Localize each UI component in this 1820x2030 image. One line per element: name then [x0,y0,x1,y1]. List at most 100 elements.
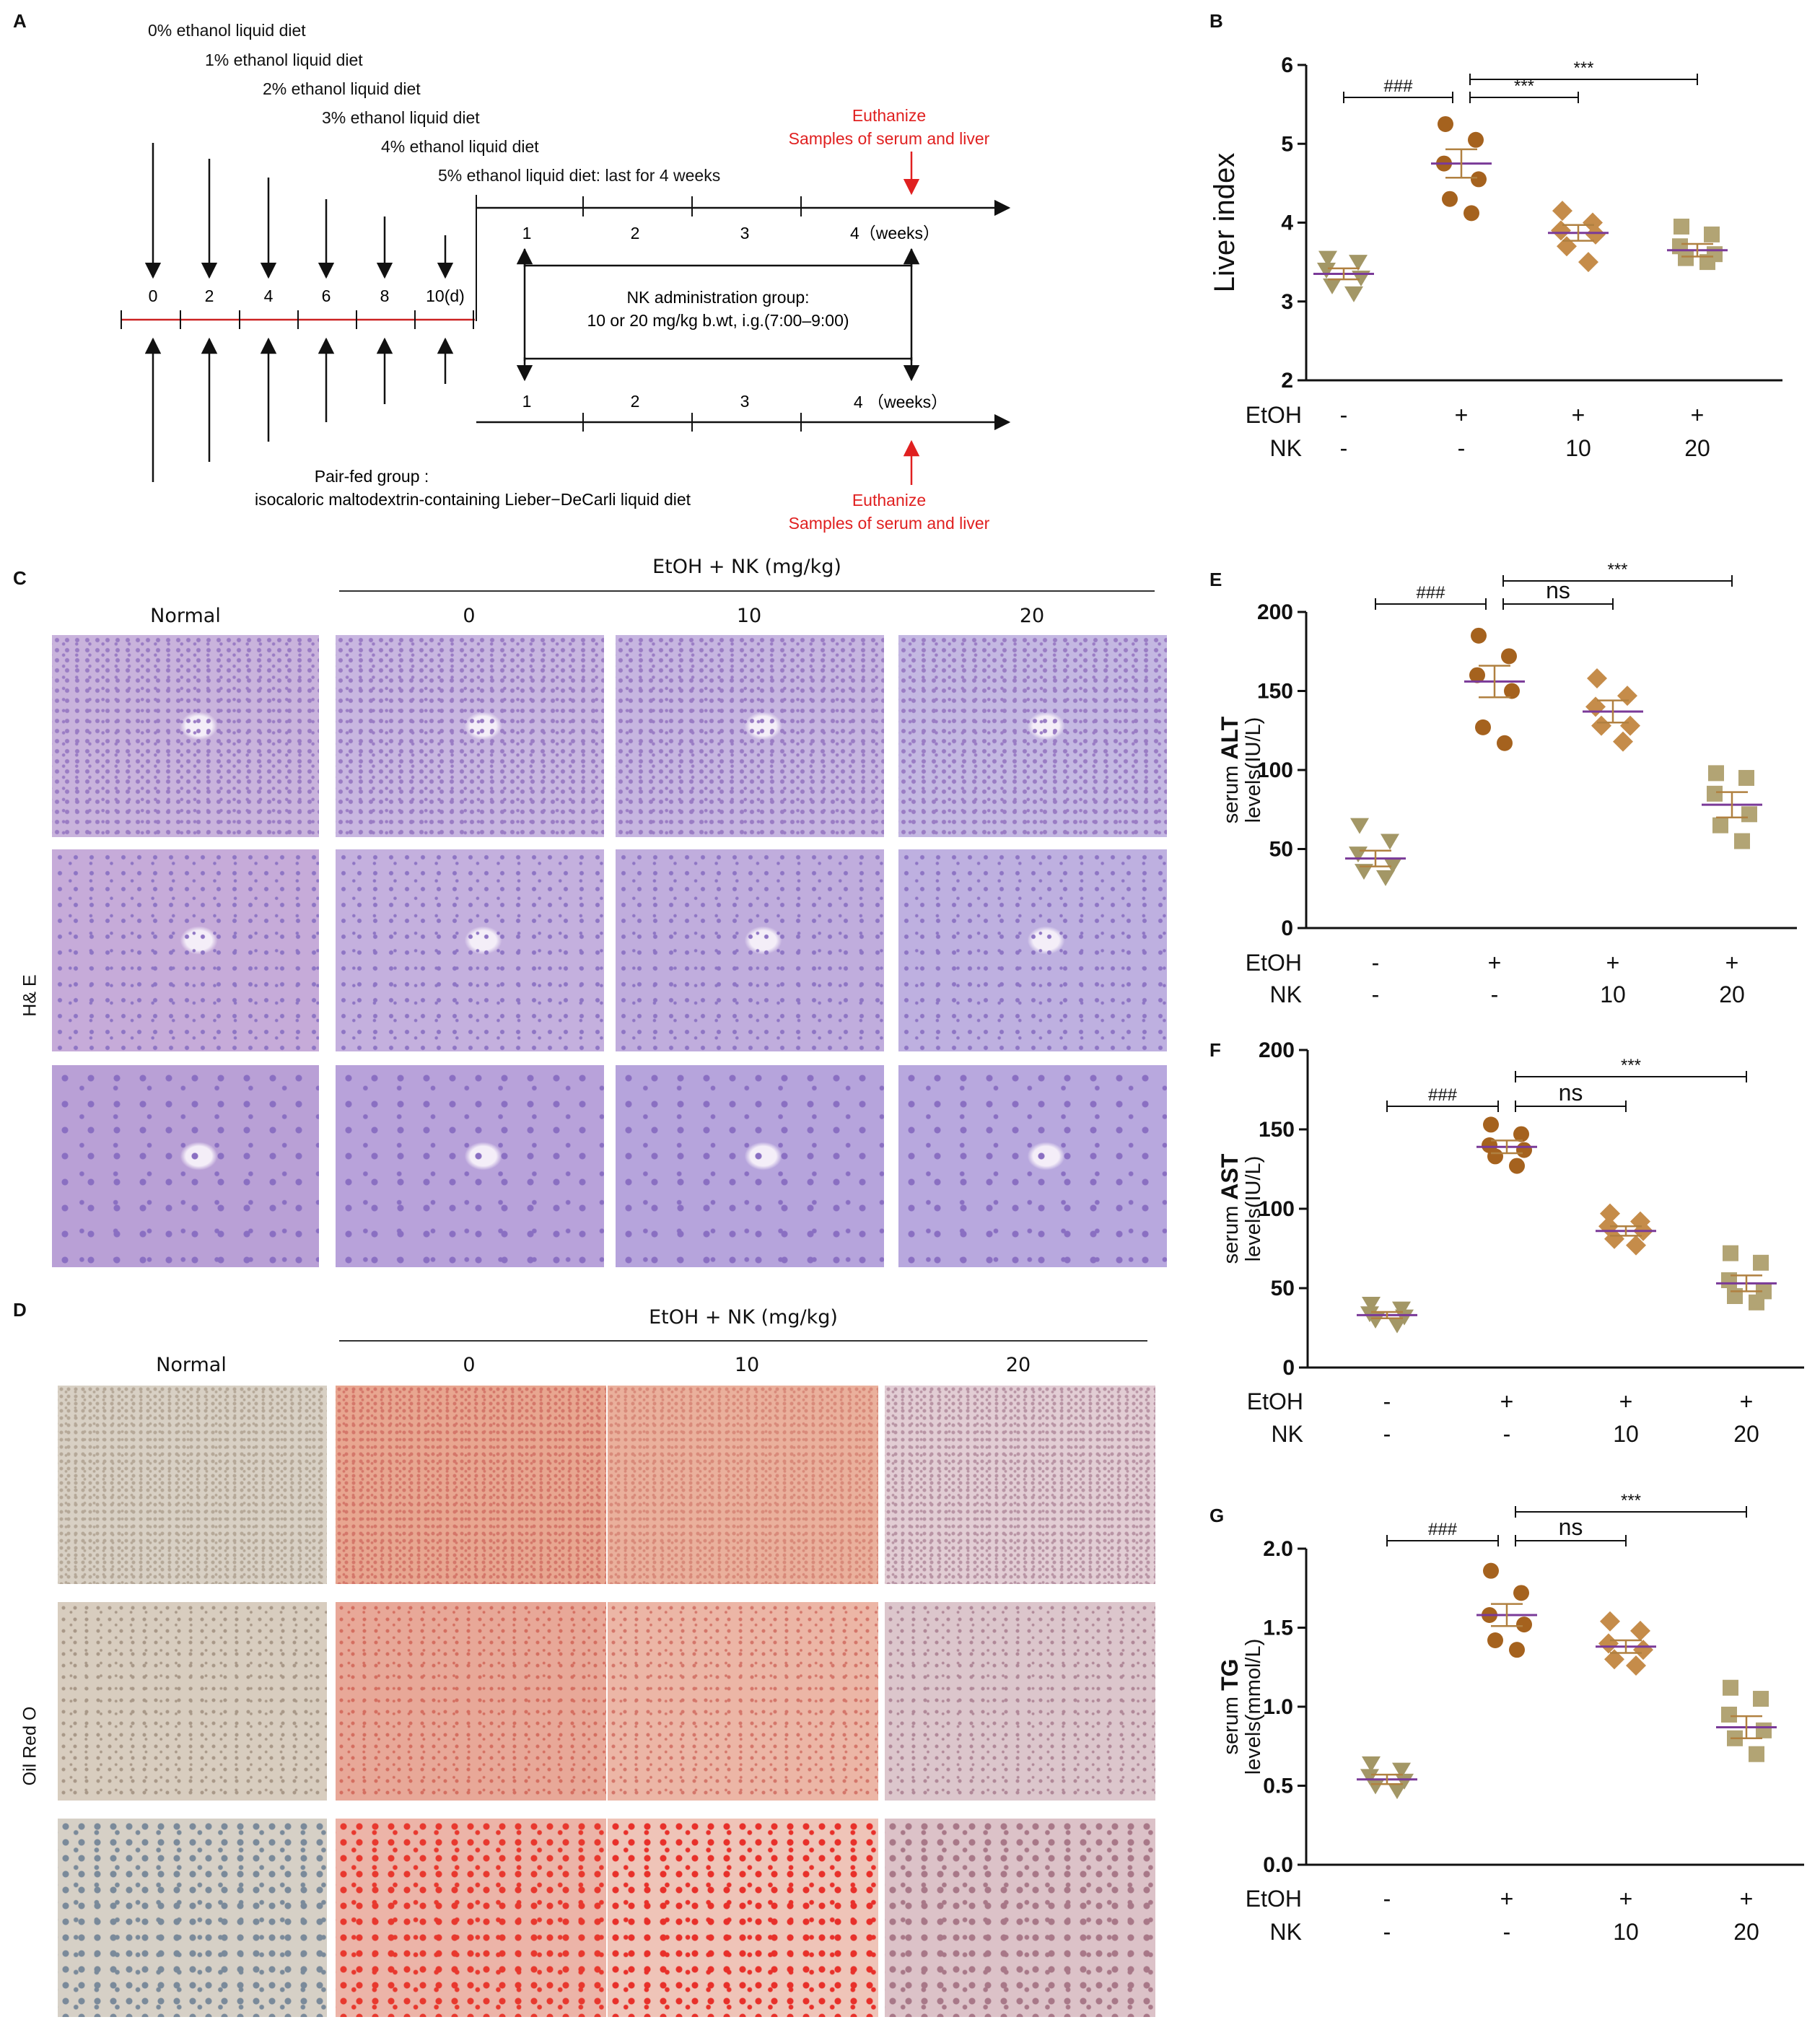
chart-f-point-nk20 [1749,1294,1764,1311]
he-tile-r3-c4 [898,1065,1167,1267]
chart-b-point-etoh [1471,171,1487,188]
chart-b-point-normal [1318,250,1337,267]
chart-b-ytick-label: 4 [1281,211,1293,235]
chart-f-point-normal [1366,1313,1385,1329]
chart-f-nk-value: - [1383,1421,1391,1447]
chart-g-point-nk10 [1598,1633,1619,1654]
chart-e-ylabel-pre: serum [1220,760,1243,824]
chart-e-etoh-value: + [1488,950,1502,976]
chart-g-point-etoh [1483,1562,1499,1579]
chart-g-point-nk20 [1756,1722,1772,1738]
chart-e-point-normal [1376,870,1395,886]
chart-e-point-nk10 [1613,731,1633,752]
oil-col-10: 10 [734,1354,760,1376]
chart-g-nk-label: NK [1270,1919,1302,1945]
chart-e-point-etoh [1497,735,1513,751]
chart-g-ytick-label: 2.0 [1263,1537,1293,1561]
chart-e-etoh-value: + [1606,950,1620,976]
chart-f-ylabel-pre: serum [1220,1200,1243,1264]
oil-tile-r2-c4 [885,1602,1155,1801]
chart-f-etoh-label: EtOH [1247,1388,1303,1414]
chart-g-point-normal [1366,1778,1385,1795]
week-end-bottom: 4 （weeks） [854,393,948,411]
chart-b-etoh-value: - [1340,402,1348,428]
chart-b-point-nk20 [1674,218,1689,235]
panel-label-e: E [1209,569,1222,590]
he-col-0: 0 [463,605,476,627]
chart-b-ytick-label: 5 [1281,132,1293,156]
oil-tile-r3-c1 [58,1819,327,2017]
pairfed-diet: isocaloric maltodextrin-containing Liebe… [255,490,691,509]
panel-label-a: A [13,10,27,32]
chart-f-point-etoh [1483,1116,1499,1133]
chart-e-ylabel: serum ALT [1217,716,1243,823]
chart-e-ytick-label: 50 [1269,838,1293,862]
chart-g-point-nk10 [1626,1655,1646,1676]
day-tick-2: 2 [205,286,214,305]
he-tile-r3-c1 [52,1065,319,1267]
chart-e-point-etoh [1501,648,1517,665]
chart-e-point-normal [1383,857,1402,874]
chart-b-ylabel: Liver index [1209,153,1241,292]
chart-f-ylabel: serum AST [1217,1153,1243,1264]
chart-g-point-normal [1392,1762,1411,1779]
diet-arrows [144,143,454,279]
chart-b-etoh-value: + [1572,402,1585,428]
chart-e-ylabel-units: levels(IU/L) [1242,717,1265,823]
chart-b-point-normal [1317,263,1336,279]
chart-e-point-normal [1350,818,1369,834]
chart-g-sig-label: ns [1559,1514,1583,1540]
chart-f-etoh-value: + [1740,1388,1754,1414]
chart-g-point-nk10 [1600,1611,1620,1632]
chart-e-ylabel-analyte: ALT [1217,716,1243,759]
chart-f-point-normal [1362,1297,1381,1313]
chart-e-nk-value: 20 [1719,981,1745,1007]
day-tick-4: 4 [264,286,274,305]
chart-f-point-nk20 [1753,1254,1769,1271]
diet-step-1: 1% ethanol liquid diet [205,51,363,69]
oil-tile-r2-c3 [608,1602,878,1801]
day-tick-10: 10(d) [426,286,465,305]
he-col-10: 10 [736,605,762,627]
he-tile-r1-c2 [336,635,604,837]
chart-g-etoh-label: EtOH [1246,1886,1302,1912]
chart-g-ylabel-analyte: TG [1217,1658,1243,1690]
chart-e-sig-label: ### [1416,583,1445,603]
chart-g-ylabel: serum TG [1217,1658,1243,1754]
chart-b-sig-label: ### [1383,76,1413,96]
chart-e-point-nk20 [1708,765,1724,782]
chart-f-sig-label: *** [1621,1056,1641,1075]
chart-e-point-etoh [1469,667,1485,683]
experiment-schematic: 0% ethanol liquid diet 1% ethanol liquid… [121,21,1011,533]
chart-b-nk-value: 20 [1684,435,1710,461]
chart-f-nk-value: - [1503,1421,1511,1447]
he-col-normal: Normal [150,605,221,627]
chart-e-point-nk10 [1620,715,1640,736]
chart-b-point-nk20 [1704,226,1720,242]
chart-e-etoh-value: - [1372,950,1380,976]
chart-e-point-etoh [1475,719,1491,735]
chart-b-point-normal [1323,278,1342,294]
he-tile-r1-c1 [52,635,319,837]
chart-b-ytick-label: 3 [1281,290,1293,314]
week-tick-1-top: 1 [522,224,532,242]
chart-g-point-etoh [1516,1616,1532,1633]
chart-g-etoh-value: - [1383,1886,1391,1912]
chart-g-point-normal [1360,1769,1379,1785]
chart-b-point-normal [1344,286,1363,302]
chart-f-sig-label: ns [1559,1080,1583,1106]
chart-b-nk-value: - [1458,435,1466,461]
chart-e-point-nk10 [1591,715,1611,736]
chart-f-point-etoh [1487,1148,1503,1165]
chart-b-etoh-value: + [1455,402,1469,428]
chart-f-point-nk10 [1600,1203,1620,1224]
nk-group-box [516,248,920,382]
chart-e-point-nk20 [1712,817,1728,834]
chart-f-nk-value: 10 [1613,1421,1639,1447]
nk-group-dose: 10 or 20 mg/kg b.wt, i.g.(7:00–9:00) [587,311,849,330]
chart-b-ytick-label: 2 [1281,369,1293,393]
diet-step-0: 0% ethanol liquid diet [148,21,306,40]
chart-f-ytick-label: 0 [1282,1356,1295,1380]
oil-tile-r2-c2 [336,1602,606,1801]
